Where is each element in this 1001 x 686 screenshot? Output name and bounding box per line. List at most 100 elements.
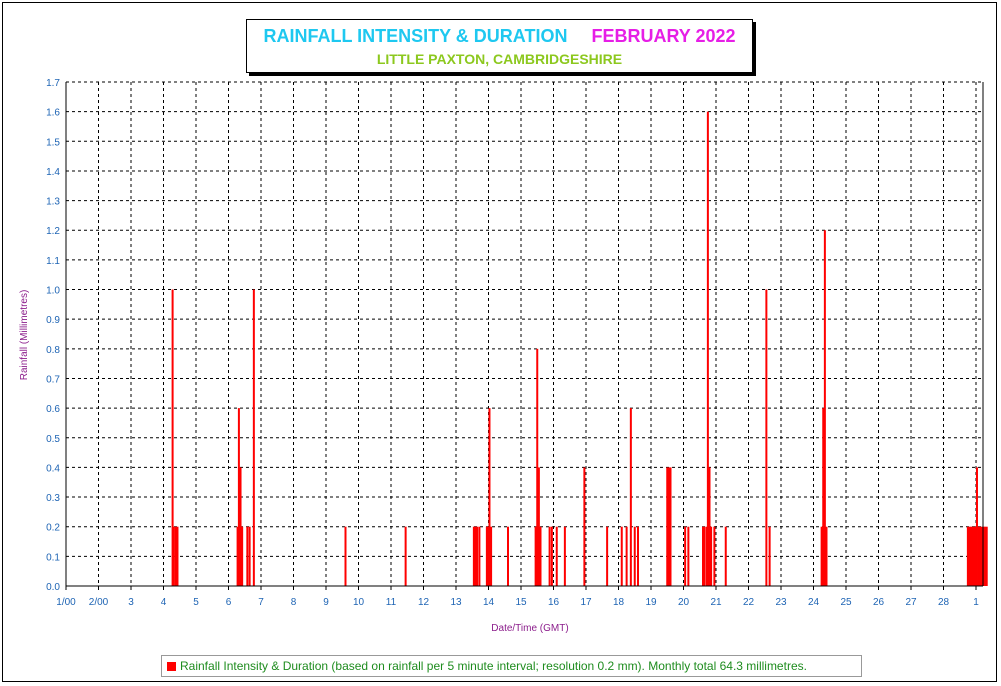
rainfall-bar <box>979 526 982 586</box>
rainfall-bar <box>710 526 713 586</box>
y-tick-label: 1.2 <box>46 226 60 237</box>
x-tick-label: 15 <box>515 597 527 608</box>
chart-title-main: RAINFALL INTENSITY & DURATION <box>263 26 568 46</box>
y-tick-label: 0.5 <box>46 434 60 445</box>
rainfall-bar <box>966 526 969 586</box>
rainfall-bar <box>973 526 976 586</box>
rainfall-bar <box>669 467 672 586</box>
x-tick-label: 28 <box>938 597 950 608</box>
rainfall-bar <box>485 526 488 586</box>
x-tick-label: 25 <box>840 597 852 608</box>
legend: Rainfall Intensity & Duration (based on … <box>161 655 862 677</box>
x-tick-label: 23 <box>775 597 787 608</box>
x-tick-label: 3 <box>128 597 134 608</box>
rainfall-bar <box>713 526 716 586</box>
chart-subtitle-location: LITTLE PAXTON, CAMBRIDGESHIRE <box>376 51 623 67</box>
rainfall-bar <box>539 526 542 586</box>
rainfall-bar <box>825 526 828 586</box>
rainfall-bar <box>248 526 251 586</box>
legend-label: Rainfall Intensity & Duration (based on … <box>180 659 807 673</box>
rainfall-bar <box>537 467 540 586</box>
axes <box>65 82 984 590</box>
x-tick-label: 20 <box>678 597 690 608</box>
y-tick-label: 1.1 <box>46 256 60 267</box>
rainfall-bar <box>625 526 628 586</box>
rainfall-bar <box>488 408 491 586</box>
rainfall-bars <box>171 111 988 586</box>
x-tick-label: 19 <box>645 597 657 608</box>
grid <box>66 81 983 586</box>
x-tick-label: 9 <box>323 597 329 608</box>
rainfall-bar <box>550 526 553 586</box>
rainfall-bar <box>724 526 727 586</box>
y-tick-label: 0.2 <box>46 523 60 534</box>
rainfall-bar <box>174 526 177 586</box>
x-axis-label: Date/Time (GMT) <box>491 623 568 634</box>
y-tick-label: 1.5 <box>46 137 60 148</box>
chart-title-month: FEBRUARY 2022 <box>591 26 736 46</box>
rainfall-bar <box>344 526 347 586</box>
rainfall-bar <box>507 526 509 586</box>
rainfall-bar <box>239 467 242 586</box>
rainfall-bar <box>237 408 240 586</box>
rainfall-bar <box>666 467 669 586</box>
rainfall-bar <box>980 526 983 586</box>
x-tick-label: 1 <box>973 597 979 608</box>
x-tick-label: 10 <box>353 597 365 608</box>
y-tick-label: 0.0 <box>46 582 60 593</box>
rainfall-bar <box>241 526 244 586</box>
rainfall-bar <box>823 230 826 586</box>
rainfall-bar <box>667 467 670 586</box>
x-tick-label: 26 <box>873 597 885 608</box>
legend-swatch <box>167 661 176 671</box>
rainfall-bar <box>171 289 174 586</box>
rainfall-bar <box>702 526 704 586</box>
rainfall-bar <box>684 526 687 586</box>
rainfall-bar <box>633 526 636 586</box>
rainfall-bar <box>476 526 479 586</box>
y-tick-label: 0.6 <box>46 404 60 415</box>
y-tick-label: 0.1 <box>46 552 60 563</box>
y-tick-label: 1.7 <box>46 78 60 89</box>
rainfall-bar <box>606 526 609 586</box>
rainfall-bar <box>583 467 586 586</box>
rainfall-bar <box>703 526 706 586</box>
rainfall-bar <box>984 526 987 586</box>
x-tick-label: 24 <box>808 597 820 608</box>
y-tick-label: 1.3 <box>46 197 60 208</box>
rainfall-bar <box>977 526 980 586</box>
x-tick-label: 22 <box>743 597 755 608</box>
rainfall-bar <box>985 526 988 586</box>
rainfall-bar <box>968 526 971 586</box>
rainfall-bar <box>820 526 823 586</box>
rainfall-bar <box>687 526 690 586</box>
y-tick-label: 0.9 <box>46 315 60 326</box>
rainfall-bar <box>555 526 558 586</box>
x-tick-label: 11 <box>386 597 397 608</box>
rainfall-bar <box>176 526 179 586</box>
x-tick-label: 4 <box>161 597 167 608</box>
x-tick-label: 16 <box>548 597 560 608</box>
rainfall-bar <box>474 526 477 586</box>
rainfall-bar <box>404 526 407 586</box>
rainfall-bar <box>620 526 623 586</box>
rainfall-bar <box>822 408 825 586</box>
rainfall-bar <box>490 526 493 586</box>
rainfall-bar <box>708 467 711 586</box>
x-tick-label: 2/00 <box>89 597 109 608</box>
chart-title-box: RAINFALL INTENSITY & DURATION FEBRUARY 20… <box>246 19 753 73</box>
rainfall-bar <box>536 348 539 586</box>
rainfall-bar <box>472 526 475 586</box>
y-tick-label: 1.0 <box>46 286 60 297</box>
x-tick-label: 5 <box>193 597 199 608</box>
x-tick-label: 8 <box>291 597 297 608</box>
rainfall-bar <box>970 526 973 586</box>
x-tick-label: 21 <box>710 597 722 608</box>
rainfall-bar <box>768 526 771 586</box>
rainfall-bar <box>975 467 978 586</box>
x-tick-label: 13 <box>450 597 462 608</box>
rainfall-bar <box>534 526 537 586</box>
rainfall-bar <box>548 526 551 586</box>
rainfall-bar <box>236 526 239 586</box>
y-tick-labels: 0.0 0.1 0.2 0.3 0.4 0.5 0.6 0.7 0.8 0.9 1.0 1.1 1.2 1… <box>46 78 60 593</box>
